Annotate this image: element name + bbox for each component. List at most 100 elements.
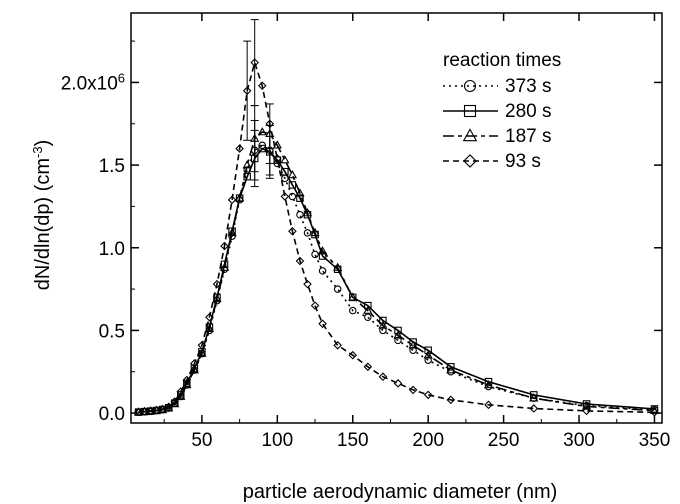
data-point-square bbox=[281, 167, 289, 176]
legend-marker-square bbox=[463, 104, 477, 118]
legend-marker-diamond bbox=[463, 154, 477, 168]
y-axis-title: dN/dln(dp) (cm-3) bbox=[30, 140, 55, 291]
legend-label: 187 s bbox=[505, 126, 551, 147]
data-point-triangle bbox=[333, 262, 343, 271]
data-point-triangle bbox=[310, 227, 320, 237]
y-tick-label: 2.0x106 bbox=[61, 70, 125, 95]
data-point-diamond bbox=[378, 372, 388, 382]
data-point-circle bbox=[333, 285, 342, 293]
x-tick-label: 350 bbox=[639, 430, 671, 451]
data-point-triangle bbox=[363, 305, 373, 314]
data-point-triangle bbox=[234, 193, 245, 202]
data-point-triangle bbox=[483, 380, 494, 389]
data-point-diamond bbox=[303, 279, 312, 289]
x-tick-label: 100 bbox=[261, 430, 293, 451]
data-point-triangle bbox=[408, 340, 418, 349]
x-tick-label: 50 bbox=[191, 430, 212, 451]
data-point-circle bbox=[288, 192, 297, 201]
data-point-diamond bbox=[408, 385, 418, 395]
data-point-diamond bbox=[205, 312, 214, 322]
data-point-triangle bbox=[197, 348, 207, 357]
x-tick-label: 250 bbox=[488, 430, 520, 451]
plot-frame bbox=[130, 12, 663, 424]
data-point-diamond bbox=[280, 192, 290, 201]
data-point-diamond bbox=[529, 404, 539, 413]
data-point-square bbox=[364, 301, 372, 310]
data-point-triangle bbox=[393, 330, 403, 339]
plot-area bbox=[133, 19, 660, 417]
data-point-diamond bbox=[134, 407, 143, 417]
data-point-circle bbox=[364, 313, 372, 321]
data-point-square bbox=[318, 252, 327, 260]
y-axis-title-exponent: -3 bbox=[30, 146, 45, 158]
data-point-triangle bbox=[204, 323, 215, 333]
data-point-triangle bbox=[446, 365, 456, 374]
data-point-diamond bbox=[484, 400, 493, 410]
data-point-triangle bbox=[378, 320, 388, 329]
data-point-triangle bbox=[348, 292, 358, 301]
data-point-diamond bbox=[318, 319, 327, 329]
data-point-square bbox=[379, 316, 387, 325]
y-tick-label: 1.0 bbox=[99, 239, 125, 260]
data-point-diamond bbox=[164, 402, 174, 412]
data-point-circle bbox=[296, 210, 304, 219]
legend-marker-circle bbox=[463, 79, 477, 93]
data-point-triangle bbox=[219, 262, 230, 271]
legend-marker-triangle bbox=[462, 128, 478, 142]
data-point-diamond bbox=[582, 406, 591, 416]
series-line bbox=[138, 147, 655, 413]
data-point-diamond bbox=[227, 195, 237, 205]
series-280-s bbox=[134, 124, 659, 416]
data-point-triangle bbox=[212, 294, 222, 303]
data-point-diamond bbox=[265, 119, 275, 129]
x-tick-label: 300 bbox=[563, 430, 595, 451]
legend-label: 93 s bbox=[505, 151, 541, 172]
data-point-diamond bbox=[220, 241, 229, 251]
legend-label: 373 s bbox=[505, 76, 551, 97]
data-point-triangle bbox=[287, 170, 298, 179]
data-point-diamond bbox=[250, 58, 259, 67]
data-point-triangle bbox=[317, 246, 328, 255]
data-point-diamond bbox=[363, 362, 373, 372]
data-point-diamond bbox=[333, 341, 342, 350]
legend-title: reaction times bbox=[443, 50, 561, 71]
x-axis-title: particle aerodynamic diameter (nm) bbox=[243, 481, 558, 503]
legend-label: 280 s bbox=[505, 101, 551, 122]
x-axis: 50 100 150 200 250 300 350 bbox=[163, 13, 671, 451]
data-point-triangle bbox=[295, 188, 305, 197]
data-point-triangle bbox=[581, 401, 592, 410]
data-point-circle bbox=[394, 336, 402, 345]
data-point-triangle bbox=[227, 227, 237, 237]
data-point-square bbox=[424, 346, 432, 355]
data-point-triangle bbox=[242, 160, 252, 169]
data-point-square bbox=[447, 363, 455, 371]
data-point-triangle bbox=[250, 133, 260, 142]
y-axis-title-main: dN/dln(dp) (cm bbox=[32, 158, 54, 290]
series-line bbox=[138, 131, 655, 414]
data-point-square bbox=[394, 326, 402, 335]
data-point-square bbox=[296, 194, 304, 202]
y-tick-label: 0.5 bbox=[99, 321, 125, 342]
data-point-circle bbox=[318, 267, 327, 275]
data-point-square bbox=[288, 181, 297, 189]
data-point-square bbox=[258, 144, 266, 153]
data-point-diamond bbox=[176, 387, 186, 396]
y-tick-label-main: 0.0 bbox=[99, 404, 125, 425]
data-point-diamond bbox=[310, 301, 320, 310]
data-point-circle bbox=[303, 229, 312, 237]
y-tick-label-main: 1.0 bbox=[99, 239, 125, 260]
data-point-diamond bbox=[446, 395, 456, 405]
data-point-circle bbox=[311, 250, 319, 259]
data-point-diamond bbox=[242, 86, 252, 95]
series-93-s bbox=[134, 19, 659, 417]
data-point-circle bbox=[424, 356, 432, 364]
data-point-triangle bbox=[302, 208, 313, 217]
series-187-s bbox=[133, 103, 660, 416]
data-point-diamond bbox=[295, 256, 305, 266]
data-point-diamond bbox=[197, 341, 207, 350]
y-tick-label: 0.0 bbox=[99, 404, 125, 425]
x-tick-label: 200 bbox=[412, 430, 444, 451]
data-point-diamond bbox=[288, 226, 297, 236]
series-line bbox=[138, 144, 655, 414]
